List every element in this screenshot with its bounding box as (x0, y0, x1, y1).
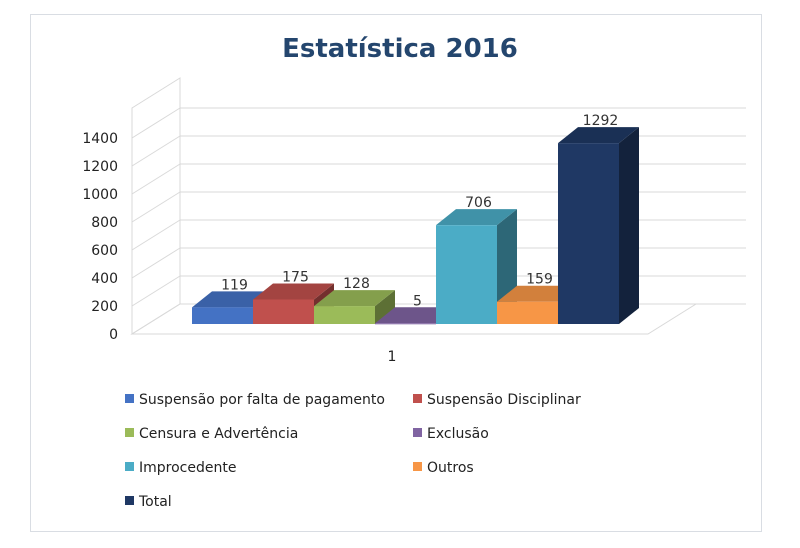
legend-item: Outros (413, 460, 474, 478)
bar-top (314, 290, 395, 307)
x-category-label: 1 (388, 349, 397, 365)
bar-front (192, 307, 253, 324)
side-wall (131, 77, 181, 335)
legend-swatch (413, 462, 422, 471)
data-label: 5 (413, 293, 422, 309)
gridline-side (131, 303, 181, 335)
y-tick-label: 1000 (82, 187, 118, 203)
bar (314, 290, 395, 324)
legend-label: Suspensão por falta de pagamento (139, 392, 385, 408)
legend-swatch (125, 394, 134, 403)
data-label: 159 (526, 272, 553, 288)
bar-front (253, 299, 314, 324)
gridline-side (131, 191, 181, 223)
bar-top (436, 209, 517, 226)
bar-front (375, 323, 436, 325)
bar-side (619, 127, 639, 325)
legend-label: Censura e Advertência (139, 426, 299, 442)
bar-top (558, 127, 639, 144)
legend-swatch (413, 394, 422, 403)
legend-label: Exclusão (427, 426, 489, 442)
legend-label: Outros (427, 460, 474, 476)
legend-label: Improcedente (139, 460, 237, 476)
bar-side (375, 290, 395, 324)
legend-swatch (413, 428, 422, 437)
data-label: 706 (465, 195, 492, 211)
data-label: 119 (221, 277, 248, 293)
y-tick-label: 200 (91, 299, 118, 315)
legend-item: Suspensão por falta de pagamento (125, 392, 385, 410)
gridline-side (131, 275, 181, 307)
gridline-side (131, 135, 181, 167)
legend-swatch (125, 462, 134, 471)
legend-item: Suspensão Disciplinar (413, 392, 581, 410)
bar-front (314, 306, 375, 324)
bar-top (497, 285, 578, 302)
legend-item: Exclusão (413, 426, 489, 444)
bar-front (436, 225, 497, 324)
chart-title: Estatística 2016 (282, 34, 518, 64)
gridline-side (131, 163, 181, 195)
bar-front (558, 143, 619, 324)
gridline-side (131, 107, 181, 139)
gridline-side (131, 247, 181, 279)
legend-item: Total (125, 494, 172, 512)
y-tick-label: 800 (91, 215, 118, 231)
legend-swatch (125, 496, 134, 505)
y-tick-label: 1400 (82, 131, 118, 147)
bar-front (497, 301, 558, 324)
legend-swatch (125, 428, 134, 437)
bar-top (253, 283, 334, 300)
bar-top (375, 307, 456, 324)
legend-item: Improcedente (125, 460, 236, 478)
legend-label: Suspensão Disciplinar (427, 392, 581, 408)
data-label: 128 (343, 276, 370, 292)
y-tick-label: 0 (109, 327, 118, 343)
y-tick-label: 400 (91, 271, 118, 287)
bar (558, 127, 639, 325)
y-tick-label: 1200 (82, 159, 118, 175)
legend-item: Censura e Advertência (125, 426, 298, 444)
bar-top (192, 291, 273, 308)
legend-label: Total (139, 494, 172, 510)
y-tick-label: 600 (91, 243, 118, 259)
gridline-side (131, 219, 181, 251)
data-label: 1292 (583, 113, 619, 129)
data-label: 175 (282, 270, 309, 286)
